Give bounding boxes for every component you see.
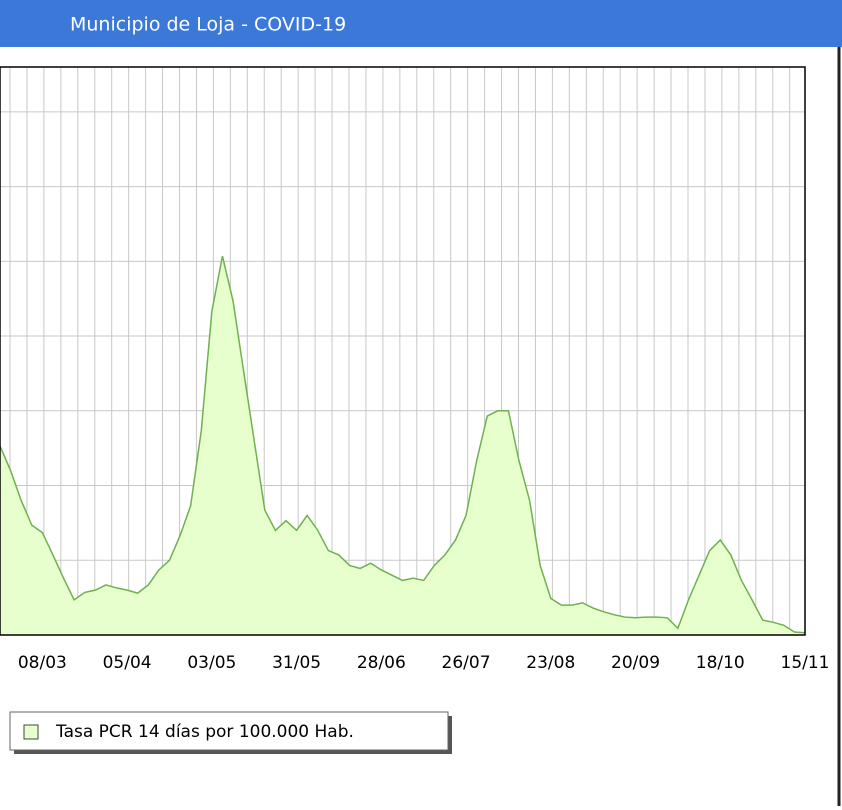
legend-label: Tasa PCR 14 días por 100.000 Hab. xyxy=(55,722,354,742)
window-title: Municipio de Loja - COVID-19 xyxy=(70,14,346,36)
x-tick-label: 18/10 xyxy=(696,653,745,673)
x-tick-label: 03/05 xyxy=(187,653,236,673)
x-tick-label: 20/09 xyxy=(611,653,660,673)
x-tick-label: 31/05 xyxy=(272,653,321,673)
legend-swatch xyxy=(23,724,39,740)
title-bar xyxy=(0,0,842,47)
area-line xyxy=(0,255,806,634)
x-tick-label: 26/07 xyxy=(442,653,491,673)
x-tick-label: 05/04 xyxy=(103,653,152,673)
x-tick-label: 15/11 xyxy=(781,653,830,673)
plot-frame xyxy=(0,66,806,636)
legend xyxy=(9,711,449,751)
x-tick-label: 08/03 xyxy=(18,653,67,673)
x-tick-label: 28/06 xyxy=(357,653,406,673)
x-tick-label: 23/08 xyxy=(526,653,575,673)
area xyxy=(0,256,805,635)
